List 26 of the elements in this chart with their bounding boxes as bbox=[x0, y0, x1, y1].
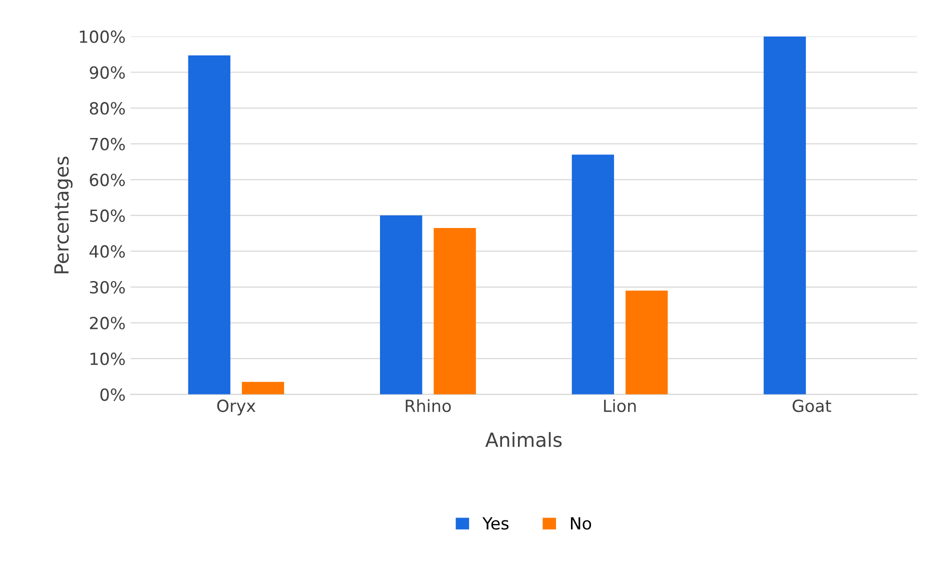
y-tick-label: 0% bbox=[100, 388, 125, 401]
x-tick-label: Lion bbox=[604, 399, 636, 412]
y-tick-label: 60% bbox=[90, 174, 125, 186]
bar bbox=[380, 215, 422, 394]
legend-label: No bbox=[570, 517, 592, 530]
y-tick-label: 20% bbox=[90, 316, 125, 330]
x-tick-label: Oryx bbox=[217, 400, 256, 416]
bar bbox=[572, 154, 614, 394]
y-tick-label: 80% bbox=[90, 102, 125, 115]
y-tick-label: 30% bbox=[90, 280, 125, 294]
x-axis-title: Animals bbox=[485, 432, 562, 448]
bar bbox=[764, 36, 806, 394]
x-tick-label: Rhino bbox=[406, 399, 451, 412]
y-tick-label: 50% bbox=[90, 209, 125, 222]
y-tick-label: 40% bbox=[90, 245, 125, 258]
y-tick-label: 100% bbox=[80, 30, 125, 44]
legend-label: Yes bbox=[482, 517, 509, 530]
bar bbox=[188, 55, 230, 394]
bar bbox=[242, 382, 284, 394]
bar bbox=[434, 228, 476, 394]
x-tick-label: Goat bbox=[792, 400, 832, 412]
y-tick-label: 90% bbox=[90, 66, 125, 79]
y-tick-label: 10% bbox=[90, 352, 125, 366]
bar bbox=[626, 290, 668, 394]
y-axis-title: Percentages bbox=[54, 156, 73, 274]
y-tick-label: 70% bbox=[90, 138, 125, 150]
